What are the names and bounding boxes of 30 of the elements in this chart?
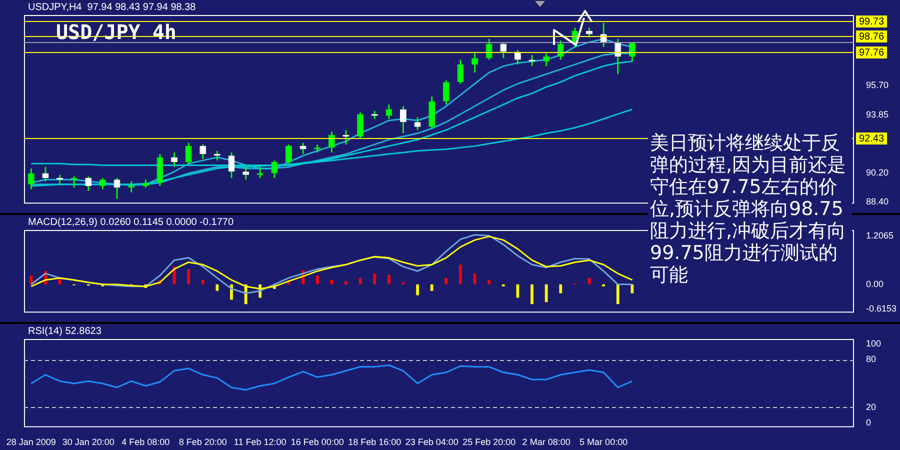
x-tick-label: 30 Jan 20:00	[62, 437, 114, 448]
x-tick-label: 23 Feb 04:00	[405, 437, 458, 448]
y-tick-label: 80	[866, 354, 876, 364]
ref-line-label: 98.76	[859, 31, 884, 42]
x-tick-label: 11 Feb 12:00	[234, 437, 286, 448]
x-tick-label: 5 Mar 00:00	[580, 437, 628, 448]
x-tick-label: 8 Feb 20:00	[178, 437, 227, 448]
y-tick-label: 93.85	[866, 109, 889, 120]
y-tick-label: 1.2065	[866, 230, 894, 240]
y-tick-label: 20	[866, 402, 876, 412]
text: MACD(12,26,9) 0.0260 0.1145 0.0000 -0.1770	[28, 217, 234, 228]
annotation: 美日预计将继续处于反弹的过程,因为目前还是守住在97.75左右的价位,预计反弹将向98.75阻力进行,冲破后才有向99.75阻力进行测试的可能	[648, 130, 852, 288]
y-tick-label: 88.40	[866, 196, 889, 206]
x-tick-label: 18 Feb 16:00	[348, 437, 402, 448]
text: RSI(14) 52.8623	[28, 326, 102, 337]
x-tick-label: 2 Mar 08:00	[522, 437, 570, 448]
x-tick-label: 28 Jan 2009	[6, 437, 56, 448]
y-tick-label: 100	[866, 338, 882, 348]
y-tick-label: 0.00	[866, 278, 884, 289]
ref-line-label: 92.43	[859, 133, 884, 144]
ref-line-label: 97.76	[859, 47, 884, 58]
x-tick-label: 16 Feb 00:00	[290, 437, 344, 448]
y-tick-label: -0.6153	[866, 304, 897, 314]
y-tick-label: 90.20	[866, 168, 889, 178]
y-tick-label: 95.70	[866, 80, 889, 90]
x-tick-label: 25 Feb 20:00	[462, 437, 516, 448]
y-tick-label: 0	[866, 418, 872, 428]
text: USDJPY,H4 97.94 98.43 97.94 98.38	[28, 2, 196, 13]
x-tick-label: 4 Feb 08:00	[122, 437, 170, 448]
ref-line-label: 99.73	[859, 16, 884, 28]
